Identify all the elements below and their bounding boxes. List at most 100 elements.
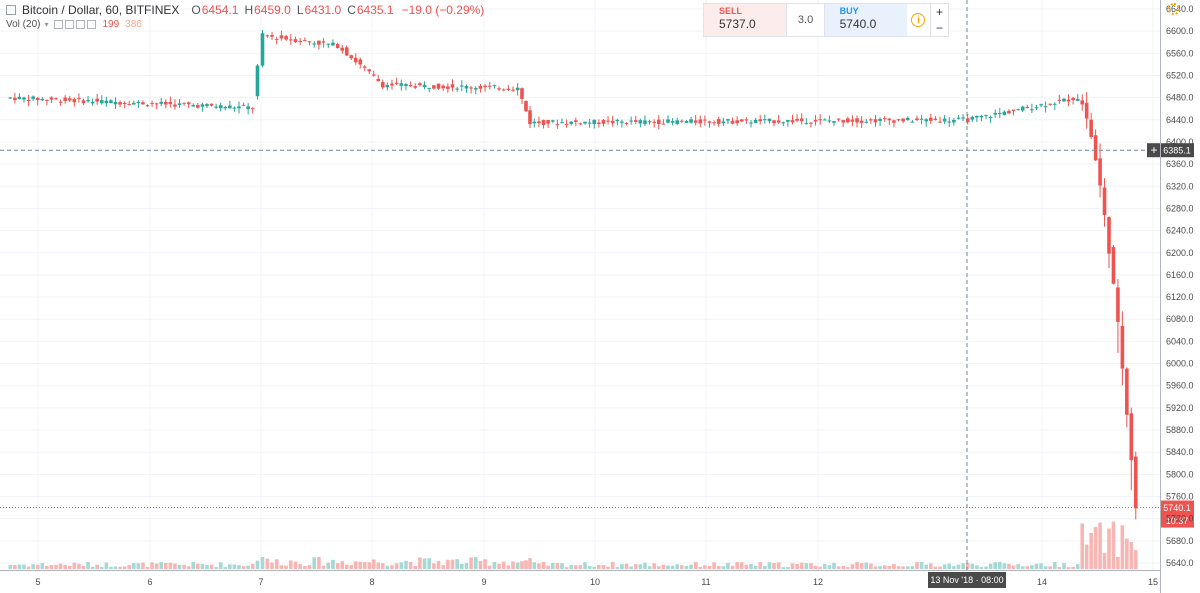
volume-bar (390, 565, 394, 569)
candle-body (501, 89, 506, 91)
volume-bar (804, 563, 809, 569)
volume-bar (739, 562, 744, 569)
candle-body (781, 122, 786, 124)
volume-bar (763, 565, 767, 569)
candle-body (629, 120, 633, 122)
volume-bar (520, 561, 524, 569)
candle-body (113, 101, 118, 105)
gear-icon[interactable] (1168, 3, 1180, 15)
candle-body (624, 123, 629, 125)
candle-body (418, 83, 422, 86)
candle-body (924, 119, 928, 122)
volume-bar (385, 565, 390, 569)
chevron-down-icon[interactable]: ▾ (44, 20, 49, 29)
candle-body (965, 118, 970, 123)
volume-bar (698, 566, 703, 569)
candle-body (790, 120, 795, 123)
volume-bar (340, 561, 345, 569)
volume-bar (63, 564, 67, 569)
volume-bar (127, 565, 132, 569)
candle-body (1048, 103, 1053, 105)
collapse-icon[interactable] (6, 5, 16, 15)
volume-bar (1093, 526, 1098, 569)
candle-body (850, 119, 855, 122)
volume-bar (638, 564, 643, 569)
volume-bar (606, 566, 610, 569)
volume-bar (753, 565, 758, 569)
time-tick-label: 9 (481, 577, 486, 587)
volume-bar (446, 559, 450, 569)
volume-bar (643, 562, 647, 569)
open-value: 6454.1 (201, 3, 239, 17)
volume-bar (67, 565, 72, 569)
candle-body (86, 100, 90, 102)
price-tick-label: 6200.0 (1166, 248, 1194, 258)
price-tick-label: 5840.0 (1166, 447, 1194, 457)
candle-body (1120, 325, 1125, 369)
volume-bar (168, 562, 173, 569)
volume-bar (118, 566, 122, 569)
volume-bar (380, 563, 385, 569)
volume-bar (813, 565, 818, 569)
volume-bar (353, 561, 358, 569)
volume-bar (1025, 566, 1030, 569)
volume-bar (942, 564, 947, 569)
candle-body (1089, 119, 1093, 137)
candle-body (827, 120, 832, 122)
price-axis[interactable]: 6640.06600.06560.06520.06480.06440.06400… (1160, 0, 1194, 593)
candle-body (1002, 111, 1007, 115)
volume-bar (317, 557, 321, 569)
volume-bar (99, 567, 104, 569)
crosshair-price-bg (1161, 143, 1194, 158)
volume-bar (1129, 542, 1134, 569)
candle-body (260, 33, 265, 66)
candle-body (938, 121, 942, 123)
candle-body (312, 43, 317, 45)
candle-body (469, 87, 473, 89)
volume-bar (54, 564, 58, 569)
time-axis[interactable]: 5 6 7 8 9 10 11 12 14 15 (0, 570, 1160, 588)
volume-bar (214, 567, 218, 569)
candle-body (864, 121, 869, 123)
candle-body (385, 85, 390, 88)
candle-body (427, 87, 432, 89)
candle-body (22, 97, 26, 100)
plus-button[interactable]: + (935, 5, 943, 19)
volume-bar (131, 563, 136, 569)
volume-bar (95, 564, 99, 569)
volume-bar (1016, 564, 1020, 569)
candle-body (432, 85, 436, 89)
candle-body (707, 121, 712, 123)
sell-button[interactable]: SELL 5737.0 (704, 4, 787, 36)
candle-body (859, 120, 864, 123)
last-price-label: 5740.1 (1163, 503, 1191, 513)
eye-icon[interactable] (54, 20, 64, 29)
volume-bar (656, 566, 661, 569)
candle-body (250, 108, 255, 110)
candle-body (45, 99, 49, 101)
volume-bar (610, 561, 615, 569)
volume-title[interactable]: Vol (20) (6, 19, 41, 30)
settings-icon[interactable] (65, 20, 75, 29)
volume-bar (956, 564, 961, 569)
candle-body (1116, 287, 1120, 322)
volume-bar (947, 563, 952, 569)
info-button[interactable]: i (907, 4, 930, 36)
candle-body (822, 119, 827, 121)
minus-button[interactable]: − (935, 21, 943, 35)
volume-bar (141, 562, 145, 569)
candle-body (118, 102, 122, 105)
crosshair-plus-bg[interactable] (1147, 143, 1161, 158)
buy-button[interactable]: BUY 5740.0 (824, 4, 908, 36)
add-icon[interactable] (76, 20, 86, 29)
remove-icon[interactable] (87, 20, 97, 29)
volume-bar (86, 562, 90, 569)
candle-body (232, 107, 237, 109)
volume-bar (1020, 566, 1025, 569)
quantity-input[interactable]: 3.0 (786, 4, 825, 36)
crosshair-plus-icon[interactable]: + (1150, 143, 1157, 157)
candle-body (882, 118, 887, 120)
symbol-title[interactable]: Bitcoin / Dollar, 60, BITFINEX (22, 3, 180, 17)
volume-bar (13, 564, 17, 569)
